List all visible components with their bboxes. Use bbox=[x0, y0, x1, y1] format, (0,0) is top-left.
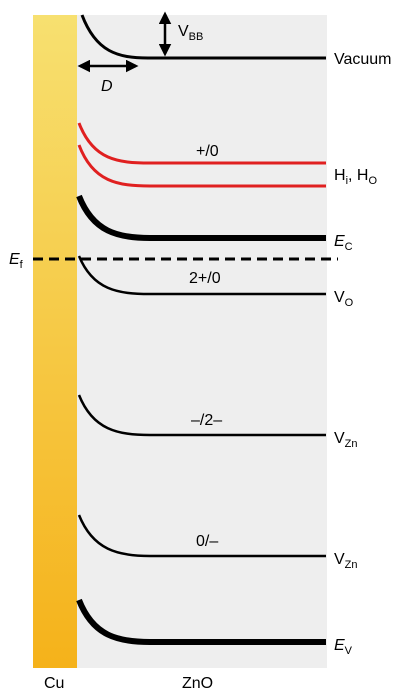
zno-label: ZnO bbox=[182, 675, 213, 692]
zno-region bbox=[77, 15, 327, 668]
vacuum-level-line bbox=[80, 14, 326, 60]
conduction-band-label: EC bbox=[334, 233, 353, 253]
cu-label: Cu bbox=[44, 675, 64, 692]
depletion-width-label: D bbox=[101, 78, 113, 95]
zinc-vacancy-shallow-label: VZn bbox=[334, 551, 358, 571]
cu-metal-slab bbox=[33, 15, 77, 668]
oxygen-vacancy-line bbox=[77, 255, 326, 296]
hydrogen-levels-label: Hi, HO bbox=[334, 167, 377, 187]
band-bending-label: VBB bbox=[178, 23, 203, 43]
h-transition-label: +/0 bbox=[196, 143, 219, 160]
valence-band-label: EV bbox=[334, 637, 353, 657]
zinc-vacancy-deep-label: VZn bbox=[334, 430, 358, 450]
oxygen-vacancy-label: VO bbox=[334, 289, 354, 309]
zinc-vacancy-deep-line bbox=[77, 394, 326, 437]
vacuum-label: Vacuum bbox=[334, 51, 392, 68]
zinc-vacancy-shallow-line bbox=[77, 514, 326, 558]
conduction-band-line bbox=[76, 194, 326, 241]
zinc-vacancy-shallow-transition-label: 0/– bbox=[196, 533, 218, 550]
valence-band-line bbox=[76, 598, 326, 645]
h-level-line-upper bbox=[77, 122, 326, 165]
zinc-vacancy-deep-transition-label: –/2– bbox=[191, 412, 222, 429]
h-level-line-lower bbox=[77, 144, 326, 188]
fermi-level-label: Ef bbox=[9, 251, 24, 271]
oxygen-vacancy-transition-label: 2+/0 bbox=[189, 270, 221, 287]
